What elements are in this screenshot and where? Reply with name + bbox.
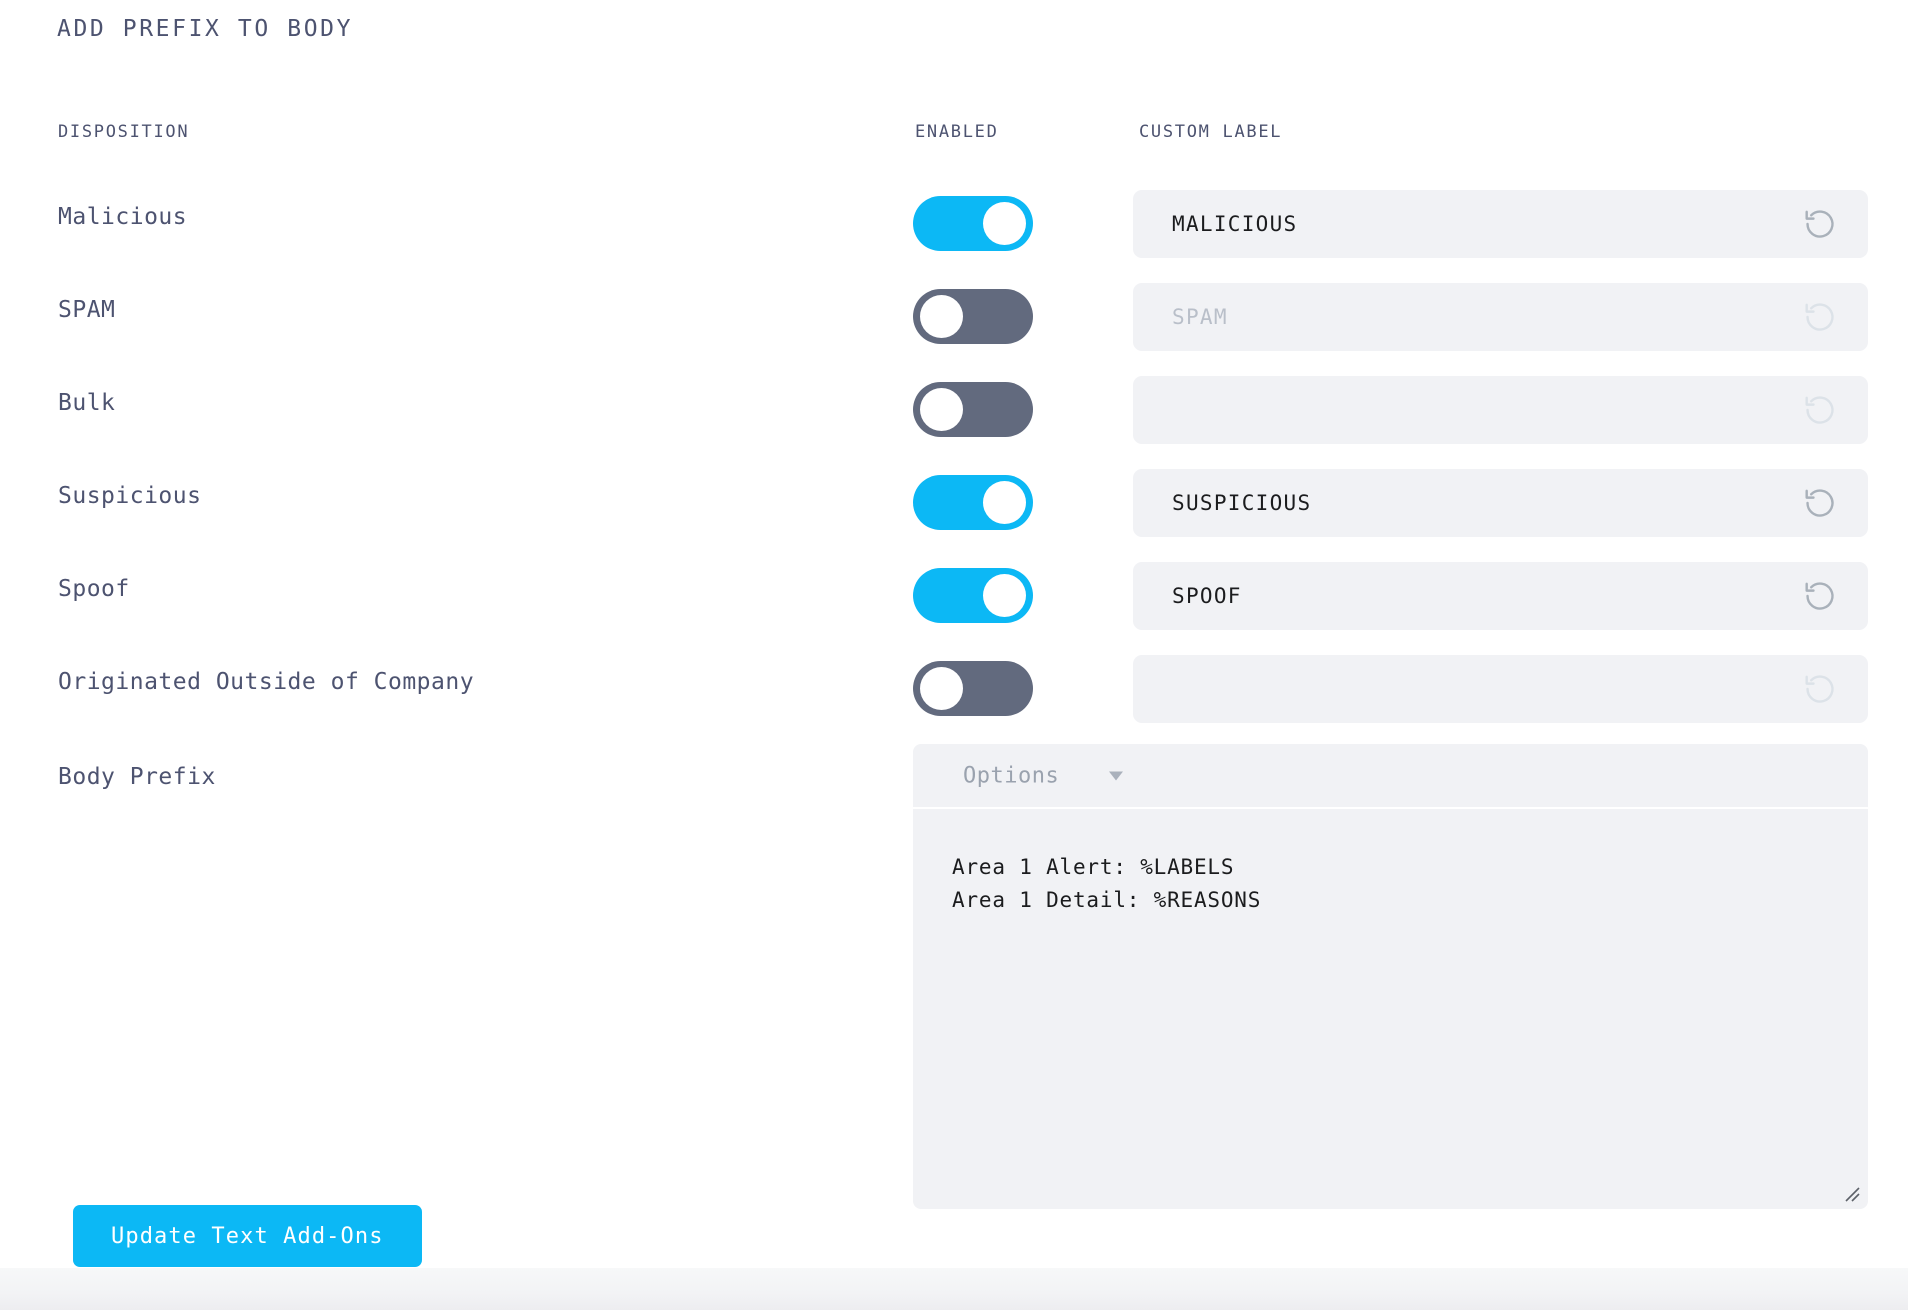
toggle-knob (920, 388, 963, 431)
column-header-custom-label: CUSTOM LABEL (1139, 122, 1283, 142)
resize-grip-icon[interactable] (1842, 1184, 1862, 1204)
column-header-disposition: DISPOSITION (58, 122, 190, 142)
custom-label-input[interactable]: SPOOF (1133, 562, 1868, 630)
custom-label-input[interactable]: SUSPICIOUS (1133, 469, 1868, 537)
column-header-enabled: ENABLED (915, 122, 999, 142)
reset-icon[interactable] (1803, 486, 1837, 520)
enabled-toggle[interactable] (913, 289, 1033, 344)
disposition-row: Originated Outside of Company (0, 649, 1908, 742)
reset-icon[interactable] (1803, 207, 1837, 241)
custom-label-value: SPAM (1172, 305, 1228, 329)
custom-label-value: MALICIOUS (1172, 212, 1298, 236)
body-prefix-label: Body Prefix (58, 764, 216, 790)
custom-label-input[interactable] (1133, 655, 1868, 723)
toggle-knob (983, 202, 1026, 245)
page-title: ADD PREFIX TO BODY (57, 16, 354, 42)
disposition-label: Spoof (58, 576, 130, 602)
enabled-toggle[interactable] (913, 568, 1033, 623)
disposition-row: Malicious MALICIOUS (0, 184, 1908, 277)
disposition-label: Malicious (58, 204, 188, 230)
custom-label-value: SPOOF (1172, 584, 1242, 608)
custom-label-value: SUSPICIOUS (1172, 491, 1312, 515)
reset-icon[interactable] (1803, 672, 1837, 706)
footer-strip (0, 1268, 1908, 1310)
update-text-add-ons-button[interactable]: Update Text Add-Ons (73, 1205, 422, 1267)
reset-icon[interactable] (1803, 393, 1837, 427)
reset-icon[interactable] (1803, 300, 1837, 334)
disposition-row: Spoof SPOOF (0, 556, 1908, 649)
enabled-toggle[interactable] (913, 661, 1033, 716)
toggle-knob (920, 667, 963, 710)
body-prefix-textarea[interactable]: Area 1 Alert: %LABELS Area 1 Detail: %RE… (913, 809, 1868, 1209)
disposition-label: Originated Outside of Company (58, 669, 475, 695)
disposition-rows: Malicious MALICIOUS SPAM SPAM Bulk Suspicious… (0, 184, 1908, 742)
options-dropdown[interactable]: Options (913, 744, 1868, 807)
toggle-knob (920, 295, 963, 338)
custom-label-input[interactable]: MALICIOUS (1133, 190, 1868, 258)
custom-label-input[interactable]: SPAM (1133, 283, 1868, 351)
enabled-toggle[interactable] (913, 196, 1033, 251)
enabled-toggle[interactable] (913, 475, 1033, 530)
disposition-label: Suspicious (58, 483, 202, 509)
chevron-down-icon (1109, 771, 1123, 780)
body-prefix-textarea-value: Area 1 Alert: %LABELS Area 1 Detail: %RE… (952, 855, 1262, 912)
disposition-row: Bulk (0, 370, 1908, 463)
disposition-row: Suspicious SUSPICIOUS (0, 463, 1908, 556)
toggle-knob (983, 574, 1026, 617)
custom-label-input[interactable] (1133, 376, 1868, 444)
reset-icon[interactable] (1803, 579, 1837, 613)
options-dropdown-label: Options (963, 763, 1060, 788)
toggle-knob (983, 481, 1026, 524)
disposition-row: SPAM SPAM (0, 277, 1908, 370)
enabled-toggle[interactable] (913, 382, 1033, 437)
disposition-label: Bulk (58, 390, 116, 416)
disposition-label: SPAM (58, 297, 116, 323)
